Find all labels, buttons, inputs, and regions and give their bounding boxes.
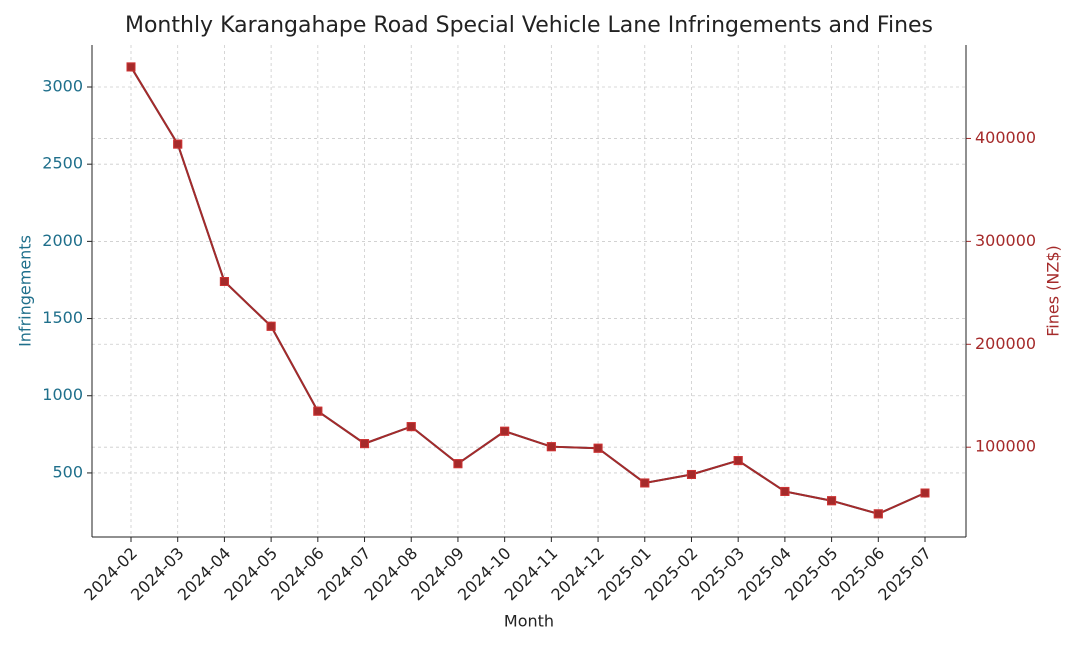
series-line <box>130 66 926 515</box>
point-marker <box>219 277 229 287</box>
x-axis-label: Month <box>504 612 554 631</box>
point-marker <box>453 459 463 469</box>
point-marker <box>360 439 370 449</box>
y-tick-label: 3000 <box>42 76 83 95</box>
point-marker <box>733 456 743 466</box>
y2-tick-label: 300000 <box>975 231 1036 250</box>
point-marker <box>686 469 696 479</box>
point-marker <box>126 62 136 72</box>
y2-tick-label: 100000 <box>975 437 1036 456</box>
point-marker <box>546 442 556 452</box>
y2-tick-label: 400000 <box>975 128 1036 147</box>
y2-axis-label: Fines (NZ$) <box>1044 245 1063 336</box>
chart-title: Monthly Karangahape Road Special Vehicle… <box>125 13 933 38</box>
point-marker <box>827 496 837 506</box>
y-tick-label: 1000 <box>42 385 83 404</box>
point-marker <box>873 509 883 519</box>
y-tick-label: 2500 <box>42 154 83 173</box>
point-marker <box>406 422 416 432</box>
point-marker <box>593 443 603 453</box>
point-marker <box>266 321 276 331</box>
point-marker <box>780 486 790 496</box>
point-marker <box>920 488 930 498</box>
point-marker <box>500 426 510 436</box>
y-axis-label: Infringements <box>16 235 35 347</box>
y-tick-label: 2000 <box>42 231 83 250</box>
point-marker <box>173 139 183 149</box>
point-marker <box>313 406 323 416</box>
y-tick-label: 1500 <box>42 308 83 327</box>
y2-tick-label: 200000 <box>975 334 1036 353</box>
y-tick-label: 500 <box>52 462 83 481</box>
point-marker <box>640 478 650 488</box>
